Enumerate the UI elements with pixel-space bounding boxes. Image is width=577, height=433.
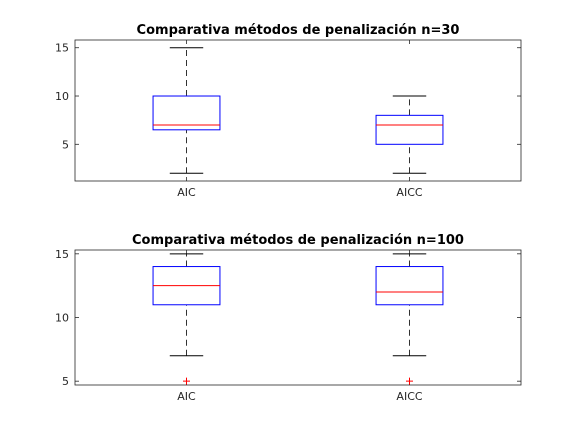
subplot-n30: Comparativa métodos de penalización n=30… [55,23,522,199]
x-tick-label: AICC [396,186,422,199]
chart-title: Comparativa métodos de penalización n=30 [137,23,460,38]
plot-area [74,39,522,182]
box [375,114,444,145]
x-tick-label: AIC [177,390,196,403]
outlier-marker [183,377,190,385]
y-tick-label: 10 [55,312,69,325]
chart-marks: 5 10 15 AIC AICC [55,40,521,199]
outlier-marker [406,377,413,385]
y-tick-label: 10 [55,90,69,103]
y-tick-label: 5 [62,138,69,151]
subplot-n100: Comparativa métodos de penalización n=10… [55,233,522,403]
box [152,95,221,131]
y-tick-label: 5 [62,375,69,388]
x-tick-label: AIC [177,186,196,199]
x-tick-label: AICC [396,390,422,403]
y-tick-label: 15 [55,42,69,55]
chart-title: Comparativa métodos de penalización n=10… [132,233,464,248]
plot-area [74,249,522,386]
box [375,266,444,306]
y-tick-label: 15 [55,248,69,261]
chart-marks: 5 10 15 AIC AICC [55,248,521,403]
